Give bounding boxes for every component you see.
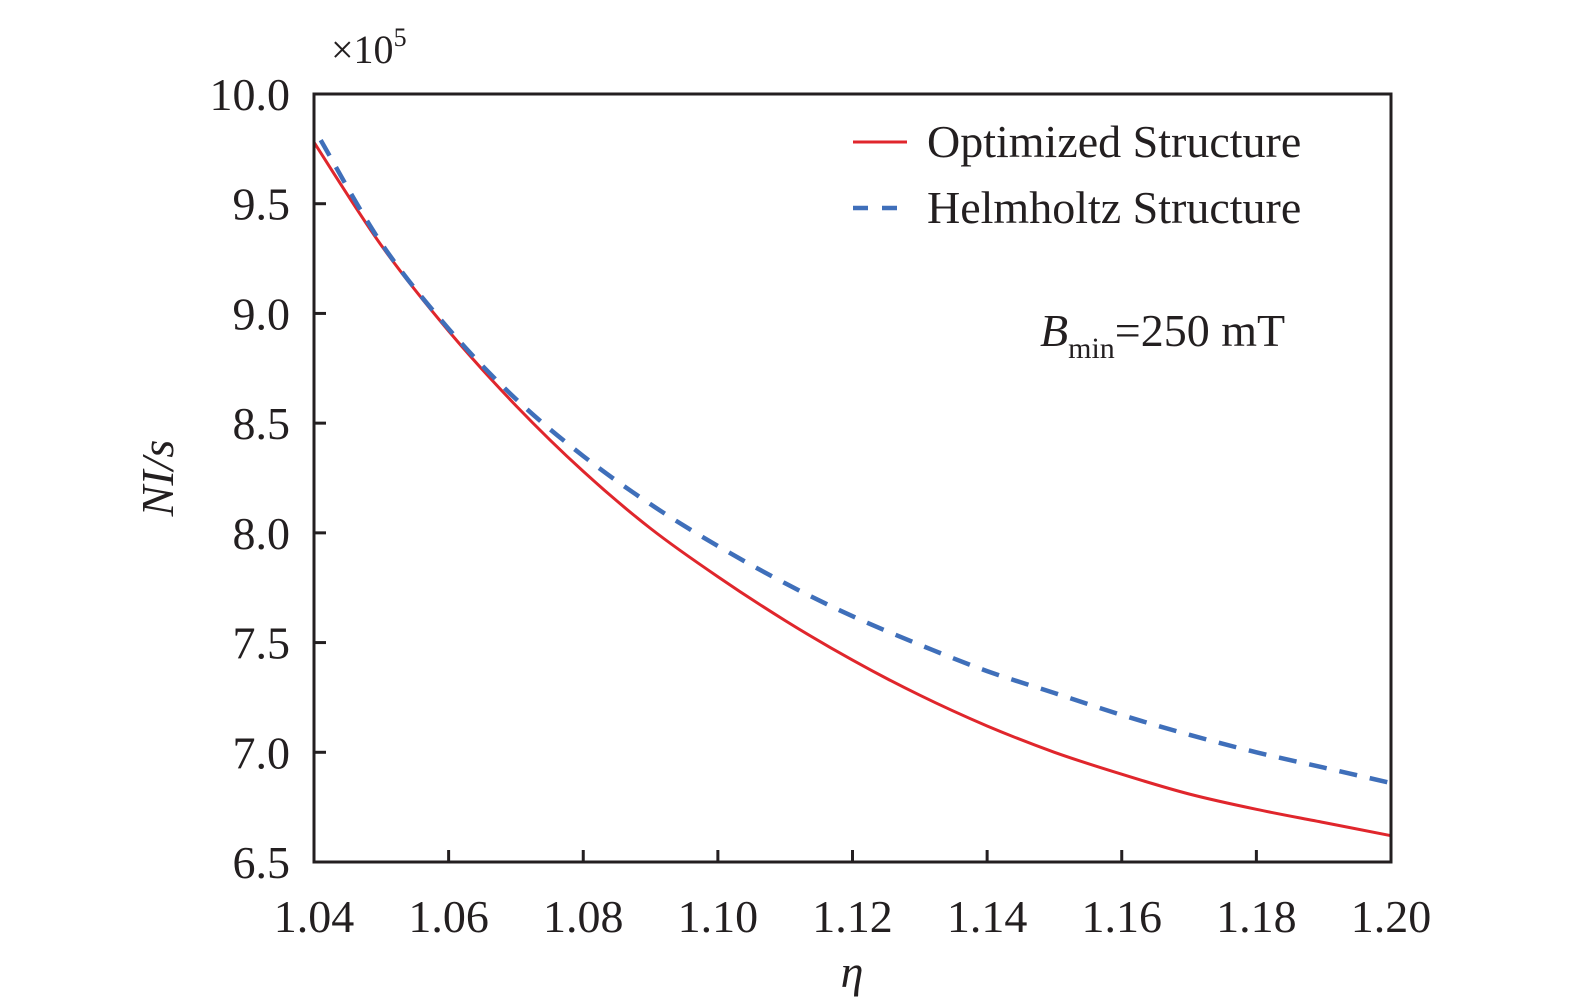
- legend: Optimized Structure Helmholtz Structure: [853, 116, 1301, 233]
- tick-layer: 1.04 1.06 1.08 1.10 1.12 1.14 1.16 1.18 1.20 6.5 7…: [210, 69, 1432, 942]
- series-line-helmholtz: [318, 138, 1392, 786]
- x-tick-label: 1.04: [274, 891, 355, 942]
- y-tick-label: 9.5: [233, 179, 291, 230]
- annotation-subscript: min: [1068, 332, 1115, 365]
- y-axis-title: NI/s: [132, 440, 183, 518]
- x-tick-label: 1.14: [947, 891, 1028, 942]
- y-tick-label: 7.5: [233, 618, 291, 669]
- y-tick-label: 8.5: [233, 398, 291, 449]
- legend-label-helmholtz: Helmholtz Structure: [927, 182, 1301, 233]
- multiplier-exponent: 5: [394, 23, 407, 52]
- x-tick-label: 1.12: [812, 891, 893, 942]
- x-tick-label: 1.06: [408, 891, 489, 942]
- y-tick-label: 9.0: [233, 288, 291, 339]
- x-tick-label: 1.18: [1216, 891, 1297, 942]
- x-tick-label: 1.20: [1351, 891, 1432, 942]
- annotation-value: =250 mT: [1115, 305, 1285, 356]
- x-axis-title: η: [841, 946, 864, 997]
- y-tick-label: 8.0: [233, 508, 291, 559]
- y-tick-label: 7.0: [233, 727, 291, 778]
- series-line-optimized: [312, 141, 1392, 838]
- y-tick-label: 10.0: [210, 69, 291, 120]
- legend-label-optimized: Optimized Structure: [927, 116, 1301, 167]
- series-layer: [312, 138, 1392, 838]
- y-axis-multiplier: ×105: [331, 23, 407, 72]
- y-tick-label: 6.5: [233, 837, 291, 888]
- x-tick-label: 1.08: [543, 891, 624, 942]
- annotation-symbol: B: [1040, 305, 1068, 356]
- x-tick-label: 1.10: [678, 891, 759, 942]
- x-tick-label: 1.16: [1082, 891, 1163, 942]
- bmin-annotation: Bmin=250 mT: [1040, 305, 1285, 365]
- multiplier-base: ×10: [331, 27, 394, 72]
